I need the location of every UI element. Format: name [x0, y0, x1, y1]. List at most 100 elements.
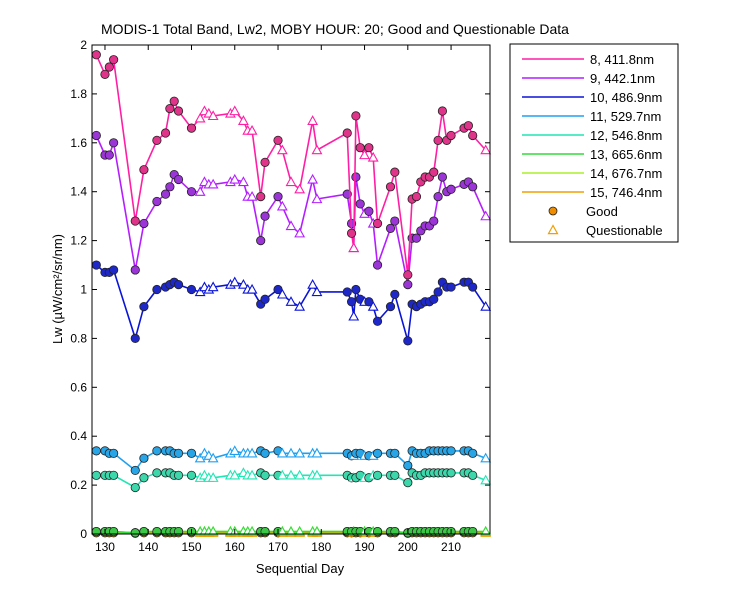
legend-good-marker: [548, 206, 558, 216]
legend-label: 14, 676.7nm: [590, 166, 662, 181]
questionable-point: [246, 469, 258, 480]
y-tick-label: 0.2: [70, 478, 87, 492]
good-point: [446, 446, 456, 456]
legend-label: 13, 665.6nm: [590, 147, 662, 162]
questionable-point: [480, 474, 492, 485]
good-point: [446, 184, 456, 194]
x-tick-label: 130: [95, 540, 115, 554]
good-point: [468, 470, 478, 480]
questionable-point: [229, 469, 241, 480]
good-point: [429, 167, 439, 177]
questionable-point: [194, 286, 206, 297]
questionable-point: [294, 469, 306, 480]
questionable-point: [276, 200, 288, 211]
good-point: [152, 196, 162, 207]
good-point: [390, 470, 400, 480]
questionable-point: [229, 445, 241, 456]
x-axis-title: Sequential Day: [256, 561, 345, 576]
legend-label-good: Good: [586, 204, 618, 219]
questionable-point: [194, 186, 206, 196]
questionable-point: [480, 452, 492, 463]
chart-title: MODIS-1 Total Band, Lw2, MOBY HOUR: 20; …: [101, 21, 569, 37]
legend-label: 10, 486.9nm: [590, 90, 662, 105]
questionable-point: [359, 149, 370, 160]
y-tick-label: 1.2: [70, 234, 87, 248]
good-point: [109, 470, 119, 480]
good-point: [186, 284, 197, 295]
questionable-point: [194, 452, 206, 463]
y-tick-label: 1.8: [70, 87, 87, 101]
questionable-point: [307, 278, 319, 289]
questionable-point: [311, 447, 323, 458]
good-point: [173, 280, 184, 290]
good-point: [346, 228, 357, 238]
good-point: [130, 333, 140, 343]
y-axis-title: Lw (µW/cm²/sr/nm): [50, 234, 65, 344]
good-point: [364, 206, 374, 216]
questionable-point: [480, 525, 492, 536]
y-tick-label: 0.4: [70, 429, 87, 443]
questionable-point: [207, 452, 219, 463]
good-point: [139, 218, 149, 229]
questionable-point: [480, 210, 492, 221]
questionable-point: [229, 276, 241, 287]
y-tick-label: 0: [80, 527, 87, 541]
good-point: [372, 260, 383, 270]
good-point: [403, 280, 413, 290]
questionable-point: [367, 151, 379, 162]
good-point: [130, 482, 140, 493]
questionable-point: [276, 469, 288, 480]
y-tick-label: 1.6: [70, 136, 87, 150]
questionable-point: [276, 288, 288, 299]
good-point: [109, 138, 119, 148]
questionable-point: [285, 220, 297, 231]
good-point: [260, 470, 270, 480]
good-point: [130, 265, 140, 275]
good-point: [152, 468, 162, 478]
good-point: [372, 218, 383, 229]
questionable-point: [294, 300, 306, 311]
good-point: [109, 448, 119, 458]
good-point: [403, 460, 413, 471]
good-point: [165, 182, 175, 192]
good-point: [342, 128, 352, 138]
legend-questionable-marker: [547, 224, 559, 235]
good-point: [165, 103, 175, 114]
questionable-point: [246, 447, 258, 458]
good-point: [342, 287, 352, 297]
good-point: [139, 302, 149, 312]
good-point: [446, 282, 456, 292]
good-point: [403, 478, 413, 488]
questionable-point: [246, 525, 258, 536]
questionable-point: [307, 173, 319, 184]
questionable-point: [285, 447, 297, 458]
good-point: [173, 470, 184, 480]
good-point: [468, 130, 478, 141]
good-point: [109, 265, 119, 275]
good-point: [468, 282, 478, 292]
y-tick-label: 1.4: [70, 185, 87, 199]
questionable-point: [285, 296, 297, 306]
good-point: [260, 294, 270, 304]
good-point: [130, 528, 140, 538]
questionable-point: [207, 178, 219, 189]
good-point: [139, 453, 149, 463]
questionable-point: [237, 115, 249, 125]
x-tick-label: 140: [138, 540, 158, 554]
good-point: [256, 191, 266, 202]
good-point: [160, 189, 171, 199]
questionable-point: [276, 144, 288, 155]
x-tick-label: 150: [181, 540, 201, 554]
questionable-point: [237, 176, 249, 187]
good-point: [186, 448, 197, 458]
good-point: [139, 165, 149, 175]
x-tick-label: 190: [355, 540, 375, 554]
questionable-point: [348, 310, 360, 321]
good-point: [411, 233, 422, 243]
legend: 8, 411.8nm 9, 442.1nm 10, 486.9nm 11, 529.7…: [509, 43, 679, 243]
y-tick-label: 0.6: [70, 380, 87, 394]
good-point: [351, 172, 361, 182]
questionable-point: [348, 242, 360, 253]
questionable-point: [207, 110, 219, 121]
